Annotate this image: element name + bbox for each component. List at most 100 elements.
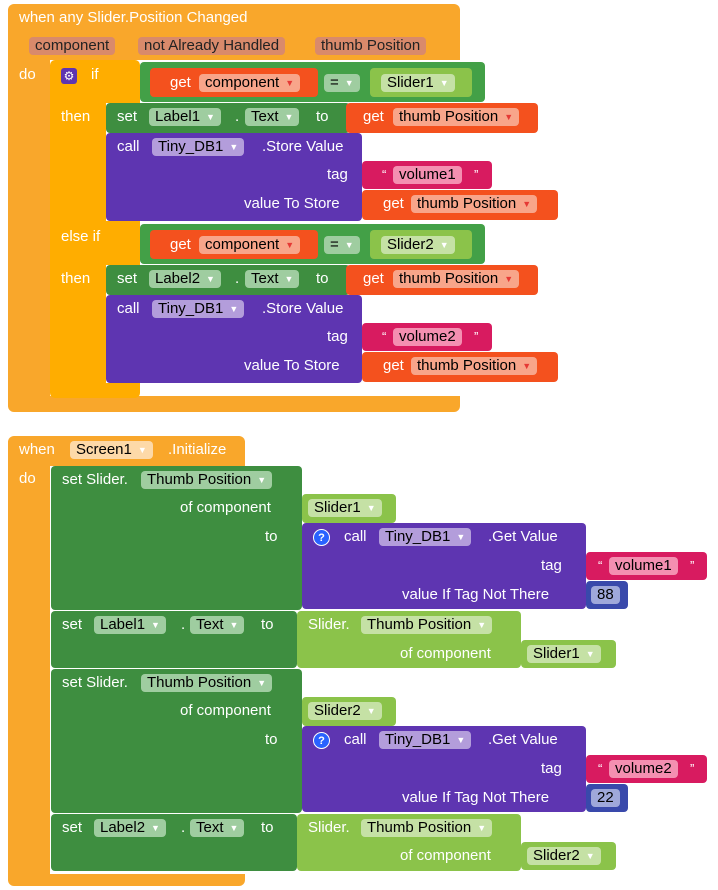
thumb-position-prop-dropdown[interactable]: Thumb Position ▼	[361, 819, 493, 837]
if-label: if	[91, 66, 99, 83]
set-keyword: set	[117, 108, 138, 125]
set-slider-thumb-position-block-2[interactable]	[51, 669, 302, 813]
number-22[interactable]: 22	[591, 789, 620, 807]
var-dropdown-component[interactable]: component ▼	[199, 74, 301, 92]
thumb-position-prop-dropdown[interactable]: Thumb Position ▼	[141, 471, 273, 489]
set-slider-keyword: set Slider.	[62, 471, 128, 488]
slider1-dropdown[interactable]: Slider1 ▼	[381, 74, 455, 92]
text-prop-dropdown[interactable]: Text ▼	[245, 108, 300, 126]
get-keyword: get	[170, 236, 191, 253]
slider-keyword: Slider.	[308, 819, 350, 836]
text-volume2[interactable]: volume2	[393, 328, 462, 346]
slider1-dropdown[interactable]: Slider1 ▼	[308, 499, 382, 517]
text-prop-dropdown[interactable]: Text ▼	[190, 616, 245, 634]
get-value-method: .Get Value	[488, 528, 558, 545]
set-slider-thumb-position-block-1[interactable]	[51, 466, 302, 610]
then-label: then	[61, 108, 91, 125]
label1-dropdown[interactable]: Label1 ▼	[94, 616, 166, 634]
get-keyword: get	[363, 270, 384, 287]
set-label1-text-block[interactable]	[51, 611, 297, 668]
store-value-method: .Store Value	[262, 300, 344, 317]
to-keyword: to	[265, 528, 278, 545]
text-volume2[interactable]: volume2	[609, 760, 678, 778]
text-volume1[interactable]: volume1	[609, 557, 678, 575]
help-icon[interactable]: ?	[313, 529, 330, 546]
store-value-method: .Store Value	[262, 138, 344, 155]
set-keyword: set	[117, 270, 138, 287]
tinydb-dropdown[interactable]: Tiny_DB1 ▼	[152, 138, 245, 156]
else-if-label: else if	[61, 228, 101, 245]
get-value-method: .Get Value	[488, 731, 558, 748]
slider2-dropdown[interactable]: Slider2 ▼	[527, 847, 601, 865]
tag-label: tag	[327, 166, 348, 183]
to-keyword: to	[265, 731, 278, 748]
tag-label: tag	[541, 760, 562, 777]
set-label2-text-block[interactable]	[51, 814, 297, 871]
get-keyword: get	[363, 108, 384, 125]
dot-separator: .	[235, 108, 240, 125]
slider2-dropdown[interactable]: Slider2 ▼	[308, 702, 382, 720]
thumb-position-dropdown[interactable]: thumb Position ▼	[411, 357, 538, 375]
operator-dropdown[interactable]: = ▼	[324, 236, 360, 254]
dot-separator: .	[181, 819, 186, 836]
of-component-label: of component	[400, 847, 491, 864]
get-keyword: get	[383, 195, 404, 212]
param-not-already-handled[interactable]: not Already Handled	[138, 37, 286, 55]
set-keyword: set	[62, 616, 83, 633]
call-keyword: call	[344, 731, 367, 748]
label1-dropdown[interactable]: Label1 ▼	[149, 108, 221, 126]
tinydb-dropdown[interactable]: Tiny_DB1 ▼	[379, 731, 472, 749]
gear-icon[interactable]: ⚙	[61, 68, 77, 84]
thumb-position-dropdown[interactable]: thumb Position ▼	[393, 108, 520, 126]
set-label2-text-block[interactable]	[106, 265, 350, 295]
tag-label: tag	[541, 557, 562, 574]
thumb-position-prop-dropdown[interactable]: Thumb Position ▼	[141, 674, 273, 692]
get-keyword: get	[170, 74, 191, 91]
dot-separator: .	[235, 270, 240, 287]
initialize-event: .Initialize	[168, 441, 227, 458]
value-to-store-label: value To Store	[244, 195, 340, 212]
to-keyword: to	[261, 616, 274, 633]
tag-label: tag	[327, 328, 348, 345]
of-component-label: of component	[180, 702, 271, 719]
text-prop-dropdown[interactable]: Text ▼	[245, 270, 300, 288]
thumb-position-prop-dropdown[interactable]: Thumb Position ▼	[361, 616, 493, 634]
of-component-label: of component	[180, 499, 271, 516]
set-label1-text-block[interactable]	[106, 103, 350, 133]
label2-dropdown[interactable]: Label2 ▼	[94, 819, 166, 837]
value-if-tag-not-there-label: value If Tag Not There	[402, 586, 550, 603]
thumb-position-dropdown[interactable]: thumb Position ▼	[393, 270, 520, 288]
text-volume1[interactable]: volume1	[393, 166, 462, 184]
set-slider-keyword: set Slider.	[62, 674, 128, 691]
help-icon[interactable]: ?	[313, 732, 330, 749]
of-component-label: of component	[400, 645, 491, 662]
dot-separator: .	[181, 616, 186, 633]
number-88[interactable]: 88	[591, 586, 620, 604]
text-prop-dropdown[interactable]: Text ▼	[190, 819, 245, 837]
tinydb-dropdown[interactable]: Tiny_DB1 ▼	[152, 300, 245, 318]
tinydb-dropdown[interactable]: Tiny_DB1 ▼	[379, 528, 472, 546]
value-if-tag-not-there-label: value If Tag Not There	[402, 789, 550, 806]
label2-dropdown[interactable]: Label2 ▼	[149, 270, 221, 288]
thumb-position-dropdown[interactable]: thumb Position ▼	[411, 195, 538, 213]
to-keyword: to	[316, 108, 329, 125]
value-to-store-label: value To Store	[244, 357, 340, 374]
call-keyword: call	[117, 300, 140, 317]
slider1-dropdown[interactable]: Slider1 ▼	[527, 645, 601, 663]
slider2-dropdown[interactable]: Slider2 ▼	[381, 236, 455, 254]
call-keyword: call	[344, 528, 367, 545]
param-component[interactable]: component	[29, 37, 116, 55]
param-thumb-position[interactable]: thumb Position	[315, 37, 427, 55]
operator-dropdown[interactable]: = ▼	[324, 74, 360, 92]
set-keyword: set	[62, 819, 83, 836]
screen1-dropdown[interactable]: Screen1 ▼	[70, 441, 153, 459]
then-label-2: then	[61, 270, 91, 287]
var-dropdown-component[interactable]: component ▼	[199, 236, 301, 254]
call-keyword: call	[117, 138, 140, 155]
do-label: do	[19, 66, 36, 83]
get-keyword: get	[383, 357, 404, 374]
to-keyword: to	[261, 819, 274, 836]
when-keyword: when	[19, 441, 55, 458]
event-header: when any Slider.Position Changed	[19, 9, 248, 26]
slider-keyword: Slider.	[308, 616, 350, 633]
